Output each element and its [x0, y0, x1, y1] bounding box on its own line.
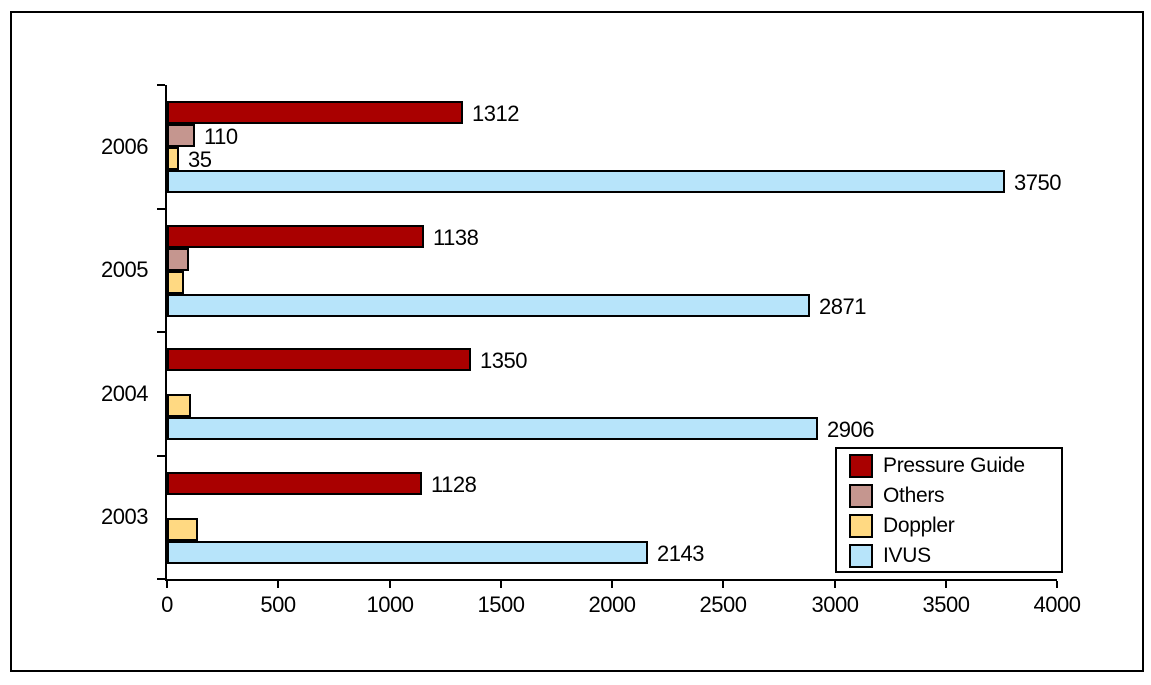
bar-value-label: 110	[204, 124, 238, 149]
bar-pressure-guide-2006	[167, 101, 463, 124]
legend-label: Doppler	[883, 514, 955, 537]
bar-pressure-guide-2005	[167, 225, 424, 248]
bar-value-label: 2906	[827, 417, 874, 442]
x-axis-tick	[722, 581, 724, 588]
bar-value-label: 35	[188, 147, 212, 172]
y-axis-label-2004: 2004	[101, 381, 148, 406]
legend-label: Pressure Guide	[883, 454, 1025, 477]
x-axis-tick	[389, 581, 391, 588]
y-axis-tick	[157, 455, 165, 457]
x-axis-tick-label-0: 0	[161, 592, 173, 617]
bar-doppler-2006	[167, 147, 179, 170]
bar-ivus-2004	[167, 417, 818, 440]
legend: Pressure Guide Others Doppler IVUS	[835, 447, 1063, 573]
x-axis-tick-label-1000: 1000	[366, 592, 414, 617]
x-axis-tick-label-3500: 3500	[922, 592, 970, 617]
x-axis-tick	[277, 581, 279, 588]
y-axis-tick	[157, 578, 165, 580]
legend-swatch-icon	[849, 454, 873, 478]
legend-swatch-icon	[849, 484, 873, 508]
bar-ivus-2003	[167, 541, 648, 564]
bar-doppler-2005	[167, 271, 184, 294]
y-axis-label-2005: 2005	[101, 257, 148, 282]
bar-pressure-guide-2004	[167, 348, 471, 371]
legend-label: Others	[883, 484, 945, 507]
bar-pressure-guide-2003	[167, 472, 422, 495]
chart-frame: 1312 1138 1350 1128 110 35 3750 2871 2906 2143 20…	[10, 11, 1144, 672]
bar-value-label: 3750	[1014, 170, 1061, 195]
bar-value-label: 1350	[480, 348, 527, 373]
x-axis-tick-label-4000: 4000	[1033, 592, 1081, 617]
x-axis-tick-label-500: 500	[260, 592, 296, 617]
bar-value-label: 1312	[472, 101, 519, 126]
bar-ivus-2005	[167, 294, 810, 317]
x-axis-tick	[1056, 581, 1058, 588]
bar-value-label: 1138	[433, 225, 479, 250]
x-axis-tick-label-2500: 2500	[699, 592, 747, 617]
x-axis-tick	[611, 581, 613, 588]
x-axis-tick-label-2000: 2000	[588, 592, 636, 617]
y-axis-tick	[157, 331, 165, 333]
legend-label: IVUS	[883, 544, 931, 567]
y-axis-label-2003: 2003	[101, 504, 148, 529]
y-axis-label-2006: 2006	[101, 134, 148, 159]
legend-swatch-icon	[849, 514, 873, 538]
y-axis-tick	[157, 208, 165, 210]
bar-value-label: 2871	[819, 294, 866, 319]
bar-value-label: 2143	[657, 541, 704, 566]
x-axis-tick	[166, 581, 168, 588]
plot-area: 1312 1138 1350 1128 110 35 3750 2871 2906 2143	[165, 85, 1061, 581]
x-axis-tick	[945, 581, 947, 588]
x-axis-tick	[500, 581, 502, 588]
bar-ivus-2006	[167, 170, 1005, 193]
bar-value-label: 1128	[431, 472, 477, 497]
x-axis-tick-label-3000: 3000	[811, 592, 859, 617]
bar-others-2006	[167, 124, 195, 147]
y-axis-tick	[157, 84, 165, 86]
legend-item-doppler: Doppler	[837, 511, 1061, 541]
bar-doppler-2003	[167, 518, 198, 541]
legend-swatch-icon	[849, 544, 873, 568]
x-axis-tick	[834, 581, 836, 588]
bar-doppler-2004	[167, 394, 191, 417]
bar-others-2005	[167, 248, 189, 271]
legend-item-others: Others	[837, 481, 1061, 511]
legend-item-pressure-guide: Pressure Guide	[837, 451, 1061, 481]
x-axis-tick-label-1500: 1500	[477, 592, 525, 617]
legend-item-ivus: IVUS	[837, 541, 1061, 571]
